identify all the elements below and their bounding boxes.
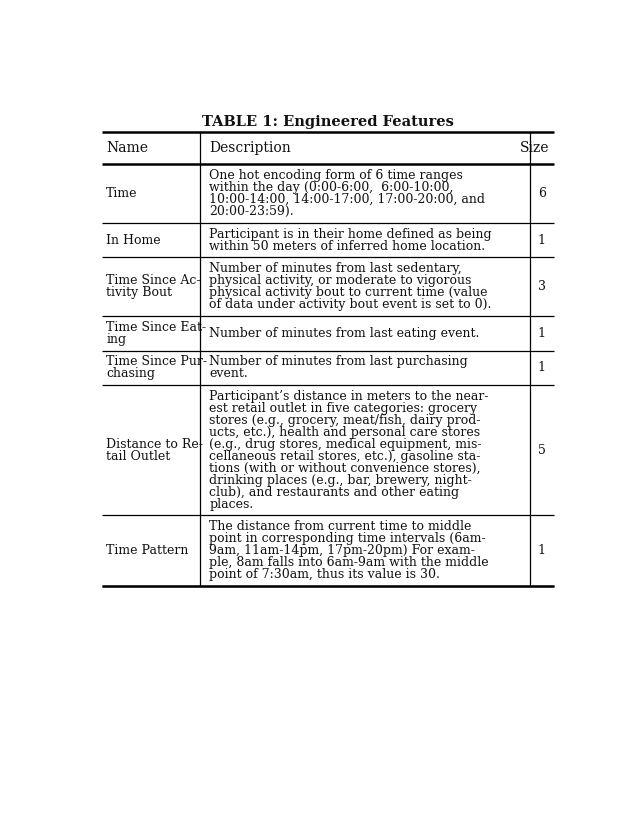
Text: Name: Name	[106, 141, 148, 155]
Text: 1: 1	[538, 327, 546, 339]
Text: cellaneous retail stores, etc.), gasoline sta-: cellaneous retail stores, etc.), gasolin…	[209, 450, 481, 463]
Text: physical activity, or moderate to vigorous: physical activity, or moderate to vigoro…	[209, 274, 472, 287]
Text: One hot encoding form of 6 time ranges: One hot encoding form of 6 time ranges	[209, 169, 463, 182]
Text: drinking places (e.g., bar, brewery, night-: drinking places (e.g., bar, brewery, nig…	[209, 474, 472, 486]
Text: Time: Time	[106, 187, 138, 200]
Text: Time Since Eat-: Time Since Eat-	[106, 321, 207, 334]
Text: Participant’s distance in meters to the near-: Participant’s distance in meters to the …	[209, 390, 489, 403]
Text: tail Outlet: tail Outlet	[106, 450, 171, 463]
Text: 9am, 11am-14pm, 17pm-20pm) For exam-: 9am, 11am-14pm, 17pm-20pm) For exam-	[209, 544, 476, 557]
Text: tions (with or without convenience stores),: tions (with or without convenience store…	[209, 461, 481, 475]
Text: est retail outlet in five categories: grocery: est retail outlet in five categories: gr…	[209, 402, 477, 415]
Text: Time Since Pur-: Time Since Pur-	[106, 355, 207, 369]
Text: 10:00-14:00, 14:00-17:00, 17:00-20:00, and: 10:00-14:00, 14:00-17:00, 17:00-20:00, a…	[209, 193, 485, 206]
Text: chasing: chasing	[106, 368, 156, 380]
Text: 6: 6	[538, 187, 546, 200]
Text: 5: 5	[538, 444, 546, 456]
Text: Size: Size	[520, 141, 550, 155]
Text: point of 7:30am, thus its value is 30.: point of 7:30am, thus its value is 30.	[209, 568, 440, 581]
Text: Number of minutes from last purchasing: Number of minutes from last purchasing	[209, 355, 468, 369]
Text: Time Since Ac-: Time Since Ac-	[106, 274, 201, 287]
Text: within the day (0:00-6:00,  6:00-10:00,: within the day (0:00-6:00, 6:00-10:00,	[209, 181, 454, 194]
Text: of data under activity bout event is set to 0).: of data under activity bout event is set…	[209, 298, 492, 311]
Text: Participant is in their home defined as being: Participant is in their home defined as …	[209, 227, 492, 241]
Text: 1: 1	[538, 233, 546, 247]
Text: 20:00-23:59).: 20:00-23:59).	[209, 205, 294, 218]
Text: event.: event.	[209, 368, 248, 380]
Text: Number of minutes from last eating event.: Number of minutes from last eating event…	[209, 327, 480, 339]
Text: ucts, etc.), health and personal care stores: ucts, etc.), health and personal care st…	[209, 426, 481, 439]
Text: ing: ing	[106, 333, 127, 346]
Text: Distance to Re-: Distance to Re-	[106, 438, 204, 451]
Text: ple, 8am falls into 6am-9am with the middle: ple, 8am falls into 6am-9am with the mid…	[209, 556, 489, 569]
Text: (e.g., drug stores, medical equipment, mis-: (e.g., drug stores, medical equipment, m…	[209, 438, 482, 451]
Text: In Home: In Home	[106, 233, 161, 247]
Text: tivity Bout: tivity Bout	[106, 286, 172, 299]
Text: stores (e.g., grocery, meat/fish, dairy prod-: stores (e.g., grocery, meat/fish, dairy …	[209, 414, 481, 427]
Text: Time Pattern: Time Pattern	[106, 544, 189, 557]
Text: The distance from current time to middle: The distance from current time to middle	[209, 520, 472, 533]
Text: places.: places.	[209, 497, 253, 510]
Text: 1: 1	[538, 361, 546, 374]
Text: Number of minutes from last sedentary,: Number of minutes from last sedentary,	[209, 262, 462, 276]
Text: physical activity bout to current time (value: physical activity bout to current time (…	[209, 286, 488, 299]
Text: club), and restaurants and other eating: club), and restaurants and other eating	[209, 486, 460, 499]
Text: 3: 3	[538, 281, 546, 293]
Text: 1: 1	[538, 544, 546, 557]
Text: TABLE 1: Engineered Features: TABLE 1: Engineered Features	[202, 115, 454, 129]
Text: Description: Description	[209, 141, 291, 155]
Text: within 50 meters of inferred home location.: within 50 meters of inferred home locati…	[209, 240, 486, 252]
Text: point in corresponding time intervals (6am-: point in corresponding time intervals (6…	[209, 532, 486, 545]
